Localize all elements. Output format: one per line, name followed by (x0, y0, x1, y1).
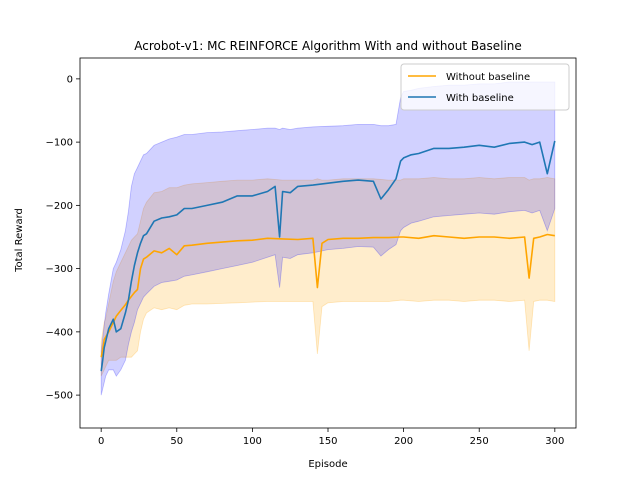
y-axis: 0 −100 −200 −300 −400 −500 (46, 74, 80, 402)
series-line-with-baseline (100, 140, 556, 372)
y-axis-label: Total Reward (14, 208, 25, 273)
x-tick-label: 200 (394, 436, 413, 447)
y-tick-label: −200 (46, 201, 73, 212)
x-tick-label: 250 (470, 436, 489, 447)
band-without-baseline (100, 177, 556, 377)
plot-content (100, 81, 556, 396)
series-line-without-baseline (100, 233, 555, 358)
legend-label-without-baseline: Without baseline (446, 72, 530, 83)
legend: Without baseline With baseline (400, 63, 570, 111)
y-tick-label: −500 (46, 391, 73, 402)
y-tick-label: −400 (46, 327, 73, 338)
x-tick-label: 300 (545, 436, 564, 447)
x-axis-label: Episode (308, 459, 347, 470)
band-with-baseline (100, 81, 556, 396)
legend-label-with-baseline: With baseline (446, 93, 514, 104)
x-tick-label: 150 (318, 436, 337, 447)
x-tick-label: 100 (243, 436, 262, 447)
y-tick-label: −100 (46, 138, 73, 149)
x-axis: 0 50 100 150 200 250 300 (98, 428, 564, 447)
x-tick-label: 50 (170, 436, 183, 447)
legend-box (400, 63, 570, 111)
x-tick-label: 0 (98, 436, 104, 447)
chart-title: Acrobot-v1: MC REINFORCE Algorithm With … (134, 39, 522, 53)
y-tick-label: −300 (46, 264, 73, 275)
y-tick-label: 0 (67, 74, 73, 85)
